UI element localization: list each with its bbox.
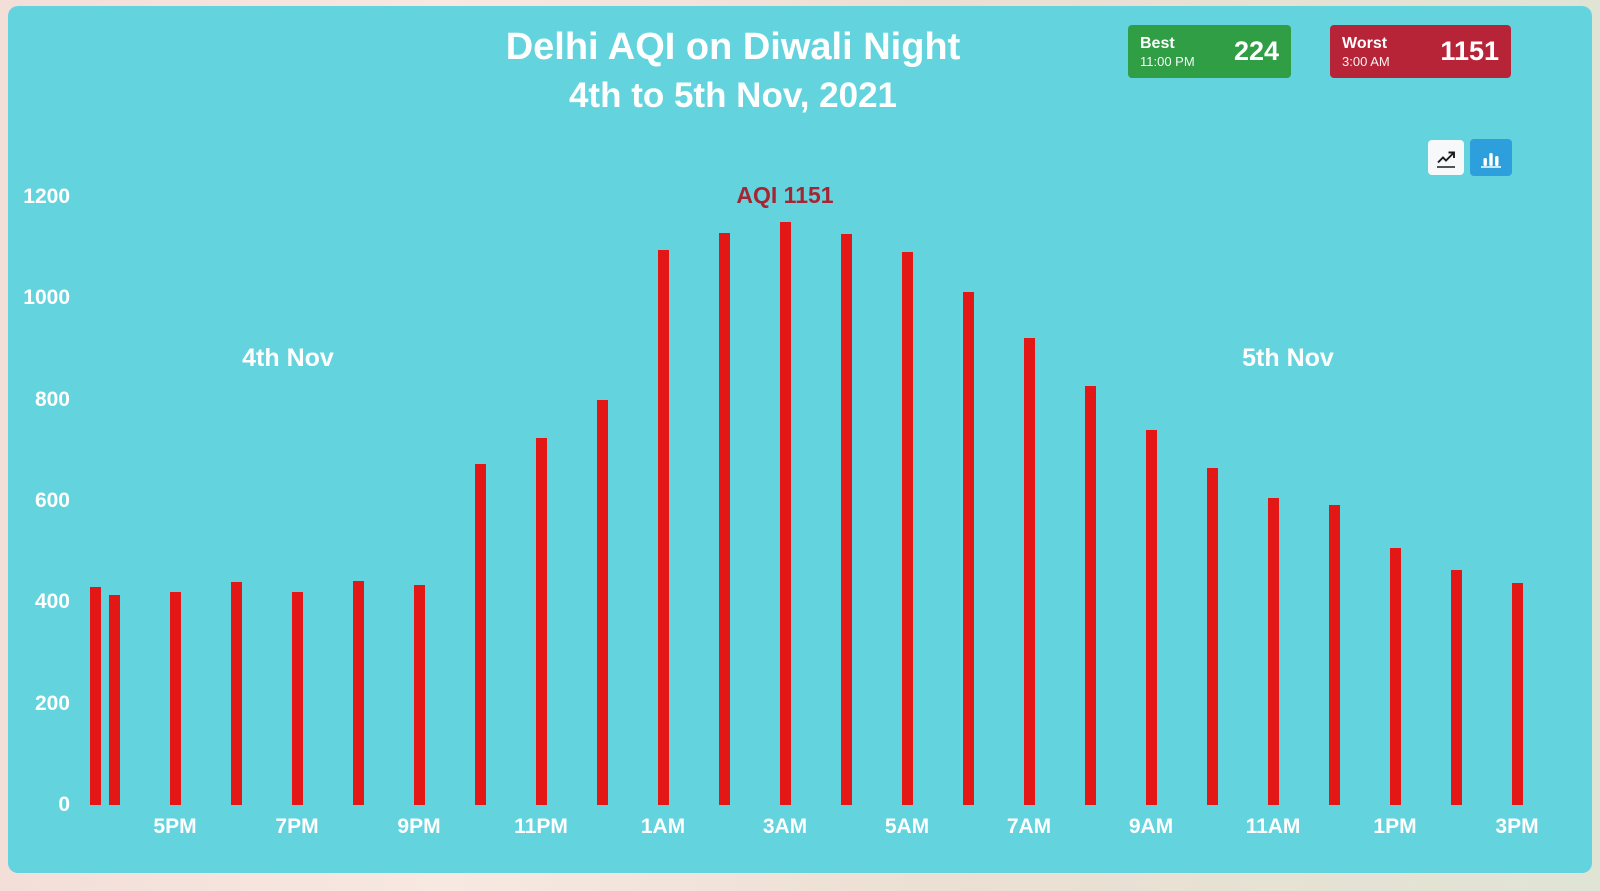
x-axis-tick-3pm: 3PM [1495, 815, 1539, 838]
aqi-bar-12pm[interactable] [1328, 505, 1340, 805]
x-axis-tick-11am: 11AM [1245, 815, 1301, 838]
chart-title-line1: Delhi AQI on Diwali Night [505, 26, 961, 68]
aqi-bar-5am[interactable] [901, 252, 913, 805]
x-axis-tick-11pm: 11PM [514, 815, 568, 838]
y-axis-tick: 1000 [23, 286, 70, 310]
best-badge-time: 11:00 PM [1140, 53, 1195, 69]
x-axis-tick-7pm: 7PM [275, 815, 319, 838]
y-axis-tick: 1200 [23, 185, 70, 208]
y-axis-tick: 600 [34, 489, 70, 512]
day-label-4th-nov: 4th Nov [242, 344, 334, 372]
x-axis-tick-9pm: 9PM [397, 815, 441, 838]
aqi-bar-8am[interactable] [1084, 386, 1096, 805]
chart-title: Delhi AQI on Diwali Night 4th to 5th Nov… [333, 22, 1133, 120]
day-label-5th-nov: 5th Nov [1242, 344, 1334, 372]
x-axis-tick-1pm: 1PM [1373, 815, 1417, 838]
aqi-bar-7am[interactable] [1023, 338, 1035, 805]
x-axis-tick-3am: 3AM [762, 815, 808, 838]
aqi-bar-2am[interactable] [718, 232, 730, 805]
aqi-bar-11am[interactable] [1267, 497, 1279, 805]
line-chart-icon [1434, 146, 1458, 170]
aqi-bar-1am[interactable] [657, 250, 669, 805]
best-badge-label: Best [1140, 34, 1175, 52]
best-badge: Best 11:00 PM 224 [1128, 25, 1291, 78]
aqi-bar-9pm[interactable] [413, 584, 425, 805]
x-axis-tick-1am: 1AM [640, 815, 686, 838]
chart-title-line2: 4th to 5th Nov, 2021 [568, 76, 898, 115]
aqi-bar-6pm[interactable] [230, 582, 242, 805]
aqi-bar-7pm[interactable] [291, 592, 303, 805]
best-badge-value: 224 [1233, 36, 1279, 66]
peak-annotation: AQI 1151 [736, 182, 834, 208]
aqi-bar-3am[interactable] [779, 221, 791, 805]
aqi-bar-3pm[interactable] [1511, 583, 1523, 805]
aqi-bar-1pm[interactable] [1389, 548, 1401, 805]
aqi-bar-4am[interactable] [840, 233, 852, 805]
worst-badge-label: Worst [1342, 34, 1388, 52]
aqi-bar-8pm[interactable] [352, 580, 364, 805]
x-axis-tick-5pm: 5PM [153, 815, 197, 838]
y-axis-tick: 800 [34, 387, 70, 411]
aqi-bar-12am[interactable] [596, 399, 608, 805]
y-axis-tick: 200 [34, 691, 70, 715]
aqi-bar-5pm[interactable] [169, 592, 181, 805]
y-axis-tick: 400 [34, 590, 70, 614]
aqi-bar-6am[interactable] [962, 292, 974, 805]
chart-panel [8, 6, 1592, 873]
bar-chart-icon [1478, 146, 1504, 170]
aqi-bar-10pm[interactable] [474, 464, 486, 805]
x-axis-tick-7am: 7AM [1006, 815, 1052, 838]
aqi-bar-4pm[interactable] [108, 594, 120, 805]
aqi-bar-9am[interactable] [1145, 430, 1157, 805]
x-axis-tick-9am: 9AM [1128, 815, 1174, 838]
y-axis-tick: 0 [58, 793, 70, 816]
worst-badge: Worst 3:00 AM 1151 [1330, 25, 1511, 78]
aqi-bar-10am[interactable] [1206, 468, 1218, 805]
bar-chart-toggle[interactable] [1470, 139, 1512, 176]
worst-badge-time: 3:00 AM [1342, 53, 1390, 69]
aqi-bar-11pm[interactable] [535, 437, 547, 805]
worst-badge-value: 1151 [1440, 36, 1499, 66]
aqi-bar[interactable] [90, 587, 102, 805]
aqi-bar-2pm[interactable] [1450, 570, 1462, 805]
line-chart-toggle[interactable] [1428, 140, 1464, 175]
x-axis-tick-5am: 5AM [884, 815, 930, 838]
